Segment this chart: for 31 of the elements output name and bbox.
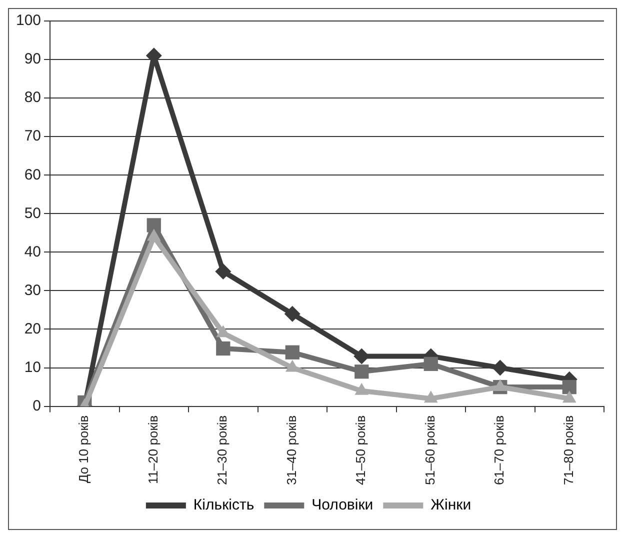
- y-tick-label: 70: [24, 128, 42, 145]
- y-tick-label: 0: [32, 397, 42, 414]
- point: [215, 263, 232, 280]
- x-tick-label: 61–70 років: [492, 415, 507, 486]
- point: [216, 341, 230, 356]
- legend-label: Кількість: [193, 496, 254, 514]
- point: [492, 360, 508, 376]
- y-tick-label: 30: [24, 282, 42, 299]
- point: [146, 218, 161, 232]
- x-tick-label: 11–20 років: [145, 415, 160, 484]
- point: [424, 356, 438, 371]
- y-tick-label: 10: [24, 358, 42, 376]
- y-tick-label: 90: [24, 50, 42, 68]
- y-tick-label: 80: [24, 89, 42, 106]
- x-tick-label: До 10 років: [76, 415, 92, 484]
- y-tick-label: 50: [24, 204, 42, 222]
- x-tick-label: 41–50 років: [353, 415, 368, 486]
- x-tick-label: 71–80 років: [560, 415, 576, 486]
- y-tick-label: 20: [24, 320, 42, 338]
- y-tick-label: 60: [24, 166, 42, 184]
- point: [562, 380, 576, 394]
- y-tick-label: 100: [16, 12, 42, 30]
- x-tick-label: 51–60 років: [422, 415, 438, 486]
- x-tick-label: 21–30 років: [214, 415, 230, 486]
- x-tick-label: 31–40 років: [284, 415, 299, 486]
- legend-label: Жінки: [430, 496, 472, 514]
- y-tick-label: 40: [24, 243, 42, 260]
- point: [354, 364, 369, 379]
- legend-label: Чоловіки: [312, 496, 374, 514]
- point: [284, 306, 300, 322]
- point: [285, 345, 300, 360]
